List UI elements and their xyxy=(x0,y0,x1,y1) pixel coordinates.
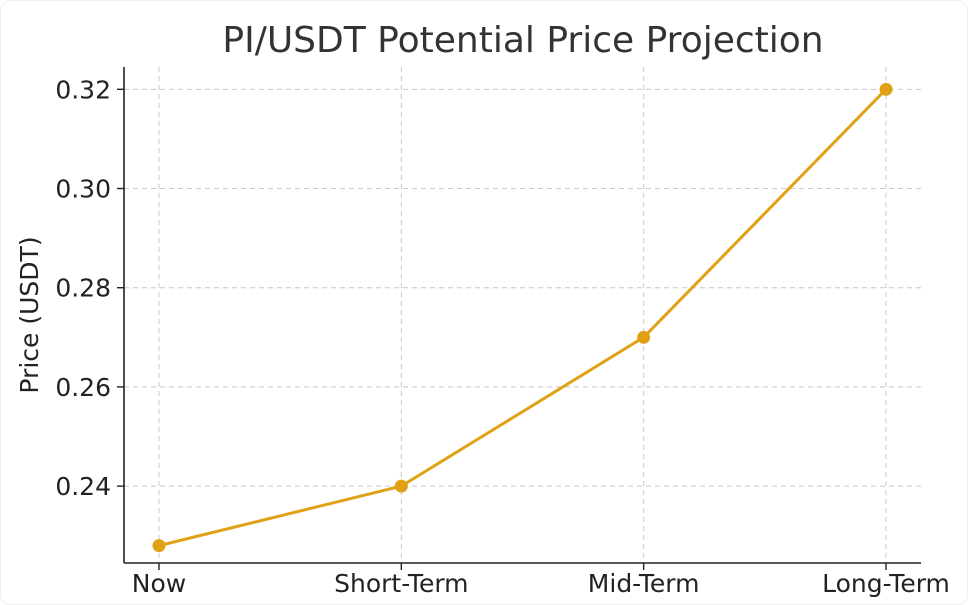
data-point xyxy=(152,539,166,553)
data-point xyxy=(394,479,408,493)
data-point xyxy=(637,330,651,344)
y-axis-ticks: 0.24 0.26 0.28 0.30 0.32 xyxy=(55,75,124,501)
y-axis-label: Price (USDT) xyxy=(15,236,44,393)
x-tick-label: Short-Term xyxy=(334,569,468,598)
x-tick-label: Now xyxy=(132,569,186,598)
y-tick-label: 0.24 xyxy=(55,472,111,501)
grid xyxy=(124,67,921,563)
y-tick-label: 0.30 xyxy=(55,175,111,204)
y-tick-label: 0.26 xyxy=(55,373,111,402)
series-line xyxy=(157,87,888,548)
x-tick-label: Mid-Term xyxy=(588,569,700,598)
chart-title: PI/USDT Potential Price Projection xyxy=(222,20,823,61)
axes xyxy=(123,67,921,564)
x-tick-label: Long-Term xyxy=(822,569,950,598)
y-tick-label: 0.32 xyxy=(55,75,111,104)
series-layer xyxy=(152,82,893,553)
x-axis-ticks: Now Short-Term Mid-Term Long-Term xyxy=(132,563,950,598)
y-tick-label: 0.28 xyxy=(55,274,111,303)
data-point xyxy=(879,82,893,96)
